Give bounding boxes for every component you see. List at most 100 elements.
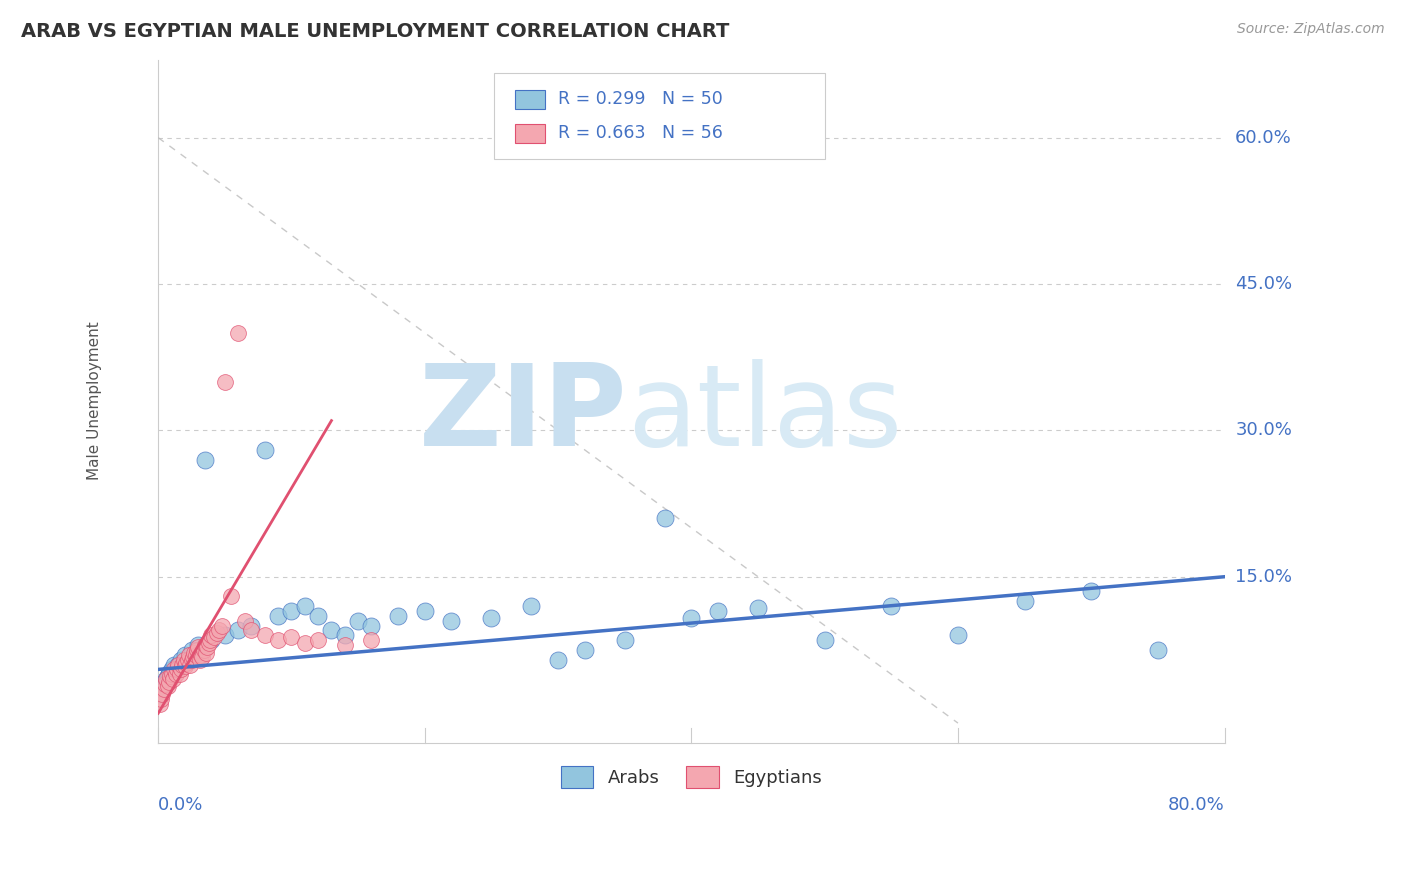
Point — [333, 628, 356, 642]
Point — [200, 633, 222, 648]
Point — [347, 614, 370, 628]
Point — [195, 646, 218, 660]
Point — [1147, 643, 1170, 657]
Point — [173, 653, 195, 667]
Point — [172, 657, 194, 672]
Point — [214, 628, 236, 642]
Point — [946, 628, 969, 642]
Point — [157, 667, 180, 681]
Point — [148, 697, 170, 711]
Point — [162, 672, 184, 686]
Point — [159, 669, 181, 683]
Point — [202, 630, 225, 644]
Point — [233, 614, 256, 628]
Point — [156, 669, 179, 683]
Point — [307, 633, 329, 648]
Point — [707, 604, 730, 618]
Point — [198, 633, 221, 648]
Point — [179, 657, 201, 672]
Point — [253, 628, 276, 642]
Text: atlas: atlas — [627, 359, 903, 470]
Text: ARAB VS EGYPTIAN MALE UNEMPLOYMENT CORRELATION CHART: ARAB VS EGYPTIAN MALE UNEMPLOYMENT CORRE… — [21, 22, 730, 41]
Point — [181, 649, 204, 664]
Point — [184, 648, 207, 662]
Point — [160, 667, 183, 681]
Point — [226, 624, 249, 638]
Point — [681, 610, 703, 624]
Point — [170, 653, 193, 667]
Point — [880, 599, 903, 613]
Point — [214, 375, 236, 389]
Point — [150, 677, 173, 691]
Point — [156, 679, 179, 693]
Point — [520, 599, 543, 613]
Point — [226, 326, 249, 340]
Point — [193, 643, 215, 657]
Point — [613, 633, 636, 648]
Point — [321, 624, 343, 638]
Point — [173, 659, 195, 673]
Point — [280, 604, 302, 618]
Point — [153, 675, 176, 690]
Point — [183, 646, 205, 660]
Text: 0.0%: 0.0% — [159, 797, 204, 814]
Point — [413, 604, 436, 618]
Point — [360, 633, 382, 648]
Point — [167, 657, 190, 672]
Point — [163, 657, 186, 672]
Text: 80.0%: 80.0% — [1168, 797, 1225, 814]
Point — [440, 614, 463, 628]
Text: 30.0%: 30.0% — [1236, 421, 1292, 440]
Point — [149, 691, 172, 706]
Point — [176, 653, 198, 667]
Text: R = 0.663   N = 56: R = 0.663 N = 56 — [558, 124, 723, 143]
Point — [157, 675, 180, 690]
Point — [162, 667, 184, 681]
FancyBboxPatch shape — [494, 73, 825, 159]
Point — [177, 648, 200, 662]
Point — [180, 643, 202, 657]
Point — [165, 662, 187, 676]
Text: 45.0%: 45.0% — [1236, 275, 1292, 293]
Point — [153, 677, 176, 691]
Point — [160, 662, 183, 676]
Point — [387, 608, 409, 623]
Point — [173, 648, 195, 662]
Point — [747, 601, 769, 615]
Text: Source: ZipAtlas.com: Source: ZipAtlas.com — [1237, 22, 1385, 37]
Point — [481, 610, 503, 624]
Point — [198, 636, 221, 650]
Text: 60.0%: 60.0% — [1236, 128, 1292, 146]
Point — [190, 648, 212, 662]
FancyBboxPatch shape — [516, 90, 546, 109]
Point — [169, 667, 191, 681]
Point — [205, 626, 228, 640]
Point — [180, 653, 202, 667]
Point — [174, 656, 197, 670]
Point — [574, 643, 596, 657]
Point — [149, 681, 172, 696]
Point — [211, 618, 233, 632]
Point — [1080, 584, 1102, 599]
Point — [194, 452, 217, 467]
Text: Male Unemployment: Male Unemployment — [87, 322, 101, 481]
Point — [253, 442, 276, 457]
Point — [191, 649, 214, 664]
Point — [307, 608, 329, 623]
FancyBboxPatch shape — [516, 124, 546, 143]
Point — [267, 633, 290, 648]
Point — [814, 633, 837, 648]
Point — [333, 638, 356, 652]
Point — [186, 643, 208, 657]
Point — [240, 624, 263, 638]
Text: ZIP: ZIP — [419, 359, 627, 470]
Point — [187, 640, 209, 654]
Point — [221, 589, 243, 603]
Point — [152, 681, 174, 696]
Text: R = 0.299   N = 50: R = 0.299 N = 50 — [558, 90, 723, 108]
Point — [152, 679, 174, 693]
Point — [167, 657, 190, 672]
Point — [170, 662, 193, 676]
Legend: Arabs, Egyptians: Arabs, Egyptians — [554, 758, 830, 795]
Point — [163, 662, 186, 676]
